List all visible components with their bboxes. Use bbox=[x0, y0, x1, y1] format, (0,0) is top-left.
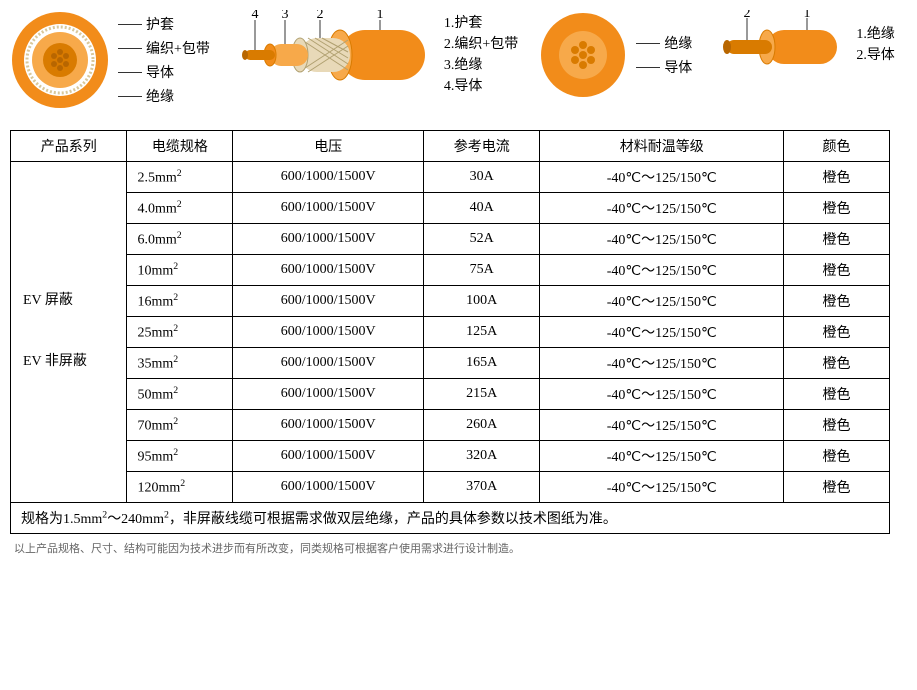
table-header: 材料耐温等级 bbox=[540, 131, 784, 162]
table-cell: 600/1000/1500V bbox=[233, 162, 424, 193]
table-cell: 600/1000/1500V bbox=[233, 255, 424, 286]
table-cell: 2.5mm2 bbox=[127, 162, 233, 193]
table-cell: 橙色 bbox=[784, 441, 890, 472]
table-row: 16mm2600/1000/1500V100A-40℃～125/150℃橙色 bbox=[11, 286, 890, 317]
table-cell: 95mm2 bbox=[127, 441, 233, 472]
table-cell: 100A bbox=[424, 286, 540, 317]
table-cell: 橙色 bbox=[784, 472, 890, 503]
table-cell: 橙色 bbox=[784, 193, 890, 224]
table-cell: 16mm2 bbox=[127, 286, 233, 317]
table-cell: 橙色 bbox=[784, 348, 890, 379]
diagram1-cross-section: 护套 编织+包带 导体 绝缘 bbox=[10, 10, 210, 110]
table-header: 产品系列 bbox=[11, 131, 127, 162]
diagram2-legend: 1.绝缘 2.导体 bbox=[856, 24, 895, 66]
table-cell: 35mm2 bbox=[127, 348, 233, 379]
table-cell: 4.0mm2 bbox=[127, 193, 233, 224]
table-cell: -40℃～125/150℃ bbox=[540, 348, 784, 379]
table-cell: 600/1000/1500V bbox=[233, 317, 424, 348]
table-cell: 600/1000/1500V bbox=[233, 193, 424, 224]
d1-label-2: 导体 bbox=[146, 62, 174, 82]
table-cell: 70mm2 bbox=[127, 410, 233, 441]
diagram2-cross-section: 绝缘 导体 bbox=[538, 10, 692, 100]
table-cell: 75A bbox=[424, 255, 540, 286]
table-cell: 橙色 bbox=[784, 379, 890, 410]
table-cell: 600/1000/1500V bbox=[233, 410, 424, 441]
table-cell: -40℃～125/150℃ bbox=[540, 286, 784, 317]
table-cell: 橙色 bbox=[784, 286, 890, 317]
table-cell: 30A bbox=[424, 162, 540, 193]
table-cell: 260A bbox=[424, 410, 540, 441]
table-note: 规格为1.5mm2～240mm2，非屏蔽线缆可根据需求做双层绝缘，产品的具体参数… bbox=[11, 503, 890, 534]
table-row: 35mm2600/1000/1500V165A-40℃～125/150℃橙色 bbox=[11, 348, 890, 379]
svg-text:3: 3 bbox=[281, 10, 288, 22]
table-cell: 橙色 bbox=[784, 224, 890, 255]
svg-text:2: 2 bbox=[744, 10, 751, 21]
table-cell: 600/1000/1500V bbox=[233, 286, 424, 317]
table-row: 6.0mm2600/1000/1500V52A-40℃～125/150℃橙色 bbox=[11, 224, 890, 255]
table-cell: -40℃～125/150℃ bbox=[540, 472, 784, 503]
table-row: 95mm2600/1000/1500V320A-40℃～125/150℃橙色 bbox=[11, 441, 890, 472]
table-row: 120mm2600/1000/1500V370A-40℃～125/150℃橙色 bbox=[11, 472, 890, 503]
table-cell: -40℃～125/150℃ bbox=[540, 162, 784, 193]
table-cell: -40℃～125/150℃ bbox=[540, 317, 784, 348]
table-header: 电压 bbox=[233, 131, 424, 162]
table-cell: 52A bbox=[424, 224, 540, 255]
table-row: 50mm2600/1000/1500V215A-40℃～125/150℃橙色 bbox=[11, 379, 890, 410]
diagram1-legend: 1.护套 2.编织+包带 3.绝缘 4.导体 bbox=[444, 13, 518, 97]
d1-label-1: 编织+包带 bbox=[146, 38, 210, 58]
d2-label-0: 绝缘 bbox=[664, 33, 692, 53]
table-cell: 600/1000/1500V bbox=[233, 348, 424, 379]
table-cell: 橙色 bbox=[784, 410, 890, 441]
table-cell: 50mm2 bbox=[127, 379, 233, 410]
table-row: 25mm2600/1000/1500V125A-40℃～125/150℃橙色 bbox=[11, 317, 890, 348]
d2-label-1: 导体 bbox=[664, 57, 692, 77]
table-cell: 40A bbox=[424, 193, 540, 224]
table-cell: -40℃～125/150℃ bbox=[540, 255, 784, 286]
table-cell: 橙色 bbox=[784, 317, 890, 348]
table-header: 颜色 bbox=[784, 131, 890, 162]
svg-text:4: 4 bbox=[251, 10, 258, 22]
table-cell: -40℃～125/150℃ bbox=[540, 379, 784, 410]
table-cell: -40℃～125/150℃ bbox=[540, 410, 784, 441]
table-cell: 320A bbox=[424, 441, 540, 472]
d1-label-3: 绝缘 bbox=[146, 86, 174, 106]
table-cell: 600/1000/1500V bbox=[233, 472, 424, 503]
table-row: 10mm2600/1000/1500V75A-40℃～125/150℃橙色 bbox=[11, 255, 890, 286]
table-cell: 6.0mm2 bbox=[127, 224, 233, 255]
table-cell: 370A bbox=[424, 472, 540, 503]
svg-text:1: 1 bbox=[376, 10, 383, 22]
series-cell: EV 屏蔽EV 非屏蔽 bbox=[11, 162, 127, 503]
table-cell: 600/1000/1500V bbox=[233, 441, 424, 472]
table-cell: 215A bbox=[424, 379, 540, 410]
table-row: 4.0mm2600/1000/1500V40A-40℃～125/150℃橙色 bbox=[11, 193, 890, 224]
table-cell: 橙色 bbox=[784, 162, 890, 193]
table-cell: 125A bbox=[424, 317, 540, 348]
d1-label-0: 护套 bbox=[146, 14, 174, 34]
table-cell: 165A bbox=[424, 348, 540, 379]
table-cell: 600/1000/1500V bbox=[233, 379, 424, 410]
svg-text:1: 1 bbox=[804, 10, 811, 21]
table-cell: -40℃～125/150℃ bbox=[540, 441, 784, 472]
table-cell: 600/1000/1500V bbox=[233, 224, 424, 255]
table-cell: 10mm2 bbox=[127, 255, 233, 286]
table-row: EV 屏蔽EV 非屏蔽2.5mm2600/1000/1500V30A-40℃～1… bbox=[11, 162, 890, 193]
table-cell: -40℃～125/150℃ bbox=[540, 193, 784, 224]
table-cell: 25mm2 bbox=[127, 317, 233, 348]
spec-table: 产品系列电缆规格电压参考电流材料耐温等级颜色 EV 屏蔽EV 非屏蔽2.5mm2… bbox=[10, 130, 890, 534]
diagram2-cutaway: 2 1 1.绝缘 2.导体 bbox=[712, 10, 895, 80]
table-header: 参考电流 bbox=[424, 131, 540, 162]
table-cell: 橙色 bbox=[784, 255, 890, 286]
svg-text:2: 2 bbox=[316, 10, 323, 22]
table-cell: 120mm2 bbox=[127, 472, 233, 503]
table-row: 70mm2600/1000/1500V260A-40℃～125/150℃橙色 bbox=[11, 410, 890, 441]
footnote: 以上产品规格、尺寸、结构可能因为技术进步而有所改变，同类规格可根据客户使用需求进… bbox=[14, 540, 907, 556]
table-header: 电缆规格 bbox=[127, 131, 233, 162]
diagram1-cutaway: 4 3 2 1 1.护套 2.编织+包带 3.绝缘 4.导体 bbox=[230, 10, 518, 100]
diagrams-row: 护套 编织+包带 导体 绝缘 bbox=[10, 10, 907, 110]
table-cell: -40℃～125/150℃ bbox=[540, 224, 784, 255]
